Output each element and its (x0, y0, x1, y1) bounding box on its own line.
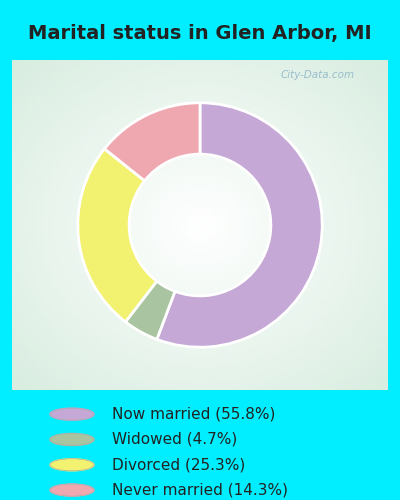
Wedge shape (78, 149, 157, 322)
Circle shape (50, 408, 94, 420)
Circle shape (50, 434, 94, 446)
Wedge shape (157, 103, 322, 347)
Text: Widowed (4.7%): Widowed (4.7%) (112, 432, 237, 447)
Circle shape (50, 484, 94, 496)
Text: City-Data.com: City-Data.com (281, 70, 355, 80)
Wedge shape (126, 281, 175, 340)
Text: Divorced (25.3%): Divorced (25.3%) (112, 458, 245, 472)
Circle shape (50, 459, 94, 471)
Text: Now married (55.8%): Now married (55.8%) (112, 406, 275, 422)
Text: Never married (14.3%): Never married (14.3%) (112, 482, 288, 498)
Text: Marital status in Glen Arbor, MI: Marital status in Glen Arbor, MI (28, 24, 372, 42)
Wedge shape (104, 103, 200, 181)
